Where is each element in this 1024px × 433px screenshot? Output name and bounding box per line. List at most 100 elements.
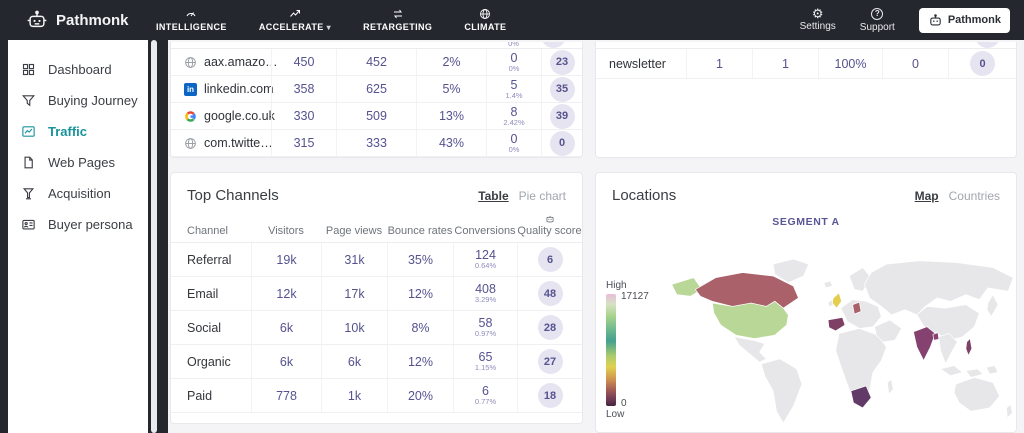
bounce-rate-cell: 2% (416, 49, 486, 75)
conversions-subpct: 0.97% (474, 329, 497, 339)
grid-icon (22, 63, 35, 76)
country-bangladesh (932, 332, 940, 341)
country-united-states (711, 300, 789, 339)
visitors-cell: 12k (251, 277, 321, 310)
country-germany (852, 301, 862, 315)
conversions-subpct: 0% (508, 144, 520, 154)
conversions-subpct: 0% (508, 63, 520, 73)
table-row[interactable]: Paid 778 1k 20% 6 0.77% 18 (171, 379, 582, 413)
conversions-value: 5 (510, 77, 518, 92)
quality-score-badge: 23 (549, 49, 575, 75)
toggle-countries[interactable]: Countries (948, 188, 1000, 203)
funnel-icon (21, 95, 36, 107)
conversions-cell: 8 2.42% (486, 103, 541, 129)
globe-icon (480, 9, 491, 19)
sidebar-item-label: Traffic (48, 124, 88, 139)
table-row[interactable]: google.co.uk 330 509 13% 8 2.42% 39 (171, 103, 582, 130)
table-row[interactable]: aax.amazo… 450 452 2% 0 0% 23 (171, 49, 582, 76)
brand[interactable]: Pathmonk (26, 9, 144, 31)
table-row[interactable]: linkedin.com 358 625 5% 5 1.4% 35 (171, 76, 582, 103)
trend-icon (290, 10, 300, 17)
support-button[interactable]: ? Support (860, 7, 895, 33)
country-united-kingdom (831, 292, 842, 309)
channel-cell: Email (187, 286, 219, 301)
legend-low-label: Low (606, 409, 625, 420)
card-title: Locations (612, 187, 677, 204)
conversions-value: 65 (478, 350, 493, 364)
country-greenland (772, 258, 810, 284)
nav-item-label: CLIMATE (464, 22, 507, 32)
referrers-rows: aax.amazo… 450 452 2% 0 0% 23 (171, 49, 582, 157)
visitors-cell: 315 (271, 130, 336, 156)
toggle-map[interactable]: Map (914, 188, 939, 203)
bounce-rate-cell: 12% (387, 277, 453, 310)
table-row[interactable]: Email 12k 17k 12% 408 3.29% 48 (171, 277, 582, 311)
column-header: Conversions (454, 225, 516, 237)
quality-score-cell: 28 (517, 311, 582, 344)
card-title: Top Channels (187, 187, 279, 204)
settings-button[interactable]: ⚙ Settings (800, 6, 836, 32)
table-row[interactable]: com.twitte… 315 333 43% 0 0% 0 (171, 130, 582, 157)
page-views-cell: 1k (321, 379, 387, 412)
table-row[interactable]: newsletter 1 1 100% 0 0 (596, 49, 1016, 79)
toggle-table[interactable]: Table (478, 188, 509, 203)
sidebar-item[interactable]: Dashboard (8, 54, 148, 85)
bounce-rate-cell: 35% (387, 243, 453, 276)
sidebar-item[interactable]: Buyer persona (8, 209, 148, 240)
conversions-cell: 0 (882, 49, 948, 78)
sidebar-item-label: Dashboard (48, 62, 112, 77)
quality-score-badge: 6 (537, 247, 563, 272)
conversions-value: 0 (510, 50, 518, 65)
conversions-cell: 0 0% (486, 49, 541, 75)
quality-score-badge: 35 (549, 76, 575, 102)
bounce-rate-cell: 5% (416, 76, 486, 102)
nav-menu-item[interactable]: ACCELERATE ▾ (259, 8, 331, 32)
conversions-cell: 0 0% (486, 130, 541, 156)
account-button[interactable]: Pathmonk (918, 7, 1010, 33)
country-madagascar (886, 378, 894, 396)
country-japan (986, 293, 999, 318)
table-row[interactable]: Social 6k 10k 8% 58 0.97% 28 (171, 311, 582, 345)
robot-icon (545, 215, 554, 223)
sidebar-item[interactable]: Buying Journey (8, 85, 148, 116)
visitors-cell: 6k (251, 345, 321, 378)
conversions-subpct: 0.77% (474, 397, 497, 407)
legend-gradient-bar (606, 294, 616, 406)
sidebar-item[interactable]: Web Pages (8, 147, 148, 178)
legend-max-value: 17127 (621, 291, 649, 302)
country-indonesia (939, 365, 964, 377)
gear-icon: ⚙ (811, 6, 824, 21)
partial-row: 0% (171, 42, 582, 49)
nav-menu-item[interactable]: INTELLIGENCE (156, 8, 227, 32)
acquisition-icon (22, 188, 35, 200)
site-cell: google.co.uk (171, 103, 275, 129)
top-channels-card: Top Channels Table Pie chart Channel Vis… (170, 172, 583, 424)
quality-score-cell: 23 (541, 49, 582, 75)
sidebar-item[interactable]: Traffic (8, 116, 148, 147)
country-spain (827, 317, 846, 332)
world-map-container: High 17127 0 Low (596, 232, 1017, 433)
persona-icon (22, 219, 35, 230)
visitors-cell: 6k (251, 311, 321, 344)
quality-score-cell: 0 (948, 49, 1016, 78)
column-header: Channel (187, 225, 228, 237)
nav-menu-item[interactable]: CLIMATE (464, 8, 506, 32)
sidebar-item[interactable]: Acquisition (8, 178, 148, 209)
world-map[interactable] (648, 238, 1017, 433)
content-area: 0% aax.amazo… 450 452 2% (168, 40, 1024, 433)
nav-menu-item[interactable]: RETARGETING (363, 8, 432, 32)
channel-cell: Referral (187, 252, 232, 267)
pathmonk-robot-icon (930, 13, 941, 25)
country-alaska (671, 277, 703, 297)
legend-min-value: 0 (621, 398, 627, 409)
country-europe (840, 299, 882, 329)
table-row[interactable]: Referral 19k 31k 35% 124 0.64% 6 (171, 243, 582, 277)
conversions-subpct: 0.64% (474, 261, 497, 271)
scrollbar[interactable] (148, 40, 168, 433)
conversions-cell: 5 1.4% (486, 76, 541, 102)
table-row[interactable]: Organic 6k 6k 12% 65 1.15% 27 (171, 345, 582, 379)
bounce-rate-cell: 12% (387, 345, 453, 378)
toggle-pie-chart[interactable]: Pie chart (518, 188, 566, 203)
conversions-subpct: 1.4% (505, 90, 523, 100)
conversions-cell: 408 3.29% (453, 277, 517, 310)
